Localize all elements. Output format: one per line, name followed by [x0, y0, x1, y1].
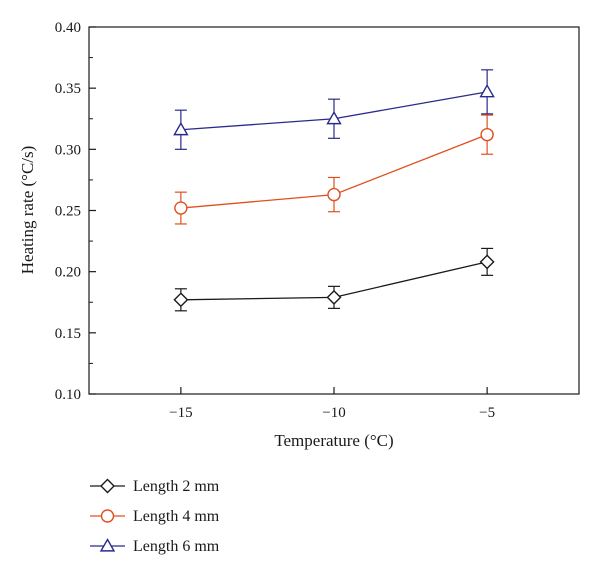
- legend-marker-icon: [100, 478, 115, 494]
- y-tick-label: 0.40: [55, 20, 81, 36]
- data-point: [327, 187, 341, 202]
- series-layer: [173, 69, 495, 312]
- legend-marker-icon: [100, 509, 115, 523]
- y-axis-title: Heating rate (°C/s): [18, 146, 37, 275]
- x-axis-title: Temperature (°C): [274, 431, 393, 450]
- y-tick-label: 0.25: [55, 204, 81, 220]
- x-tick-label: −15: [169, 405, 192, 421]
- data-point: [326, 110, 342, 125]
- x-axis: −15 −10 −5: [169, 387, 495, 421]
- data-point: [479, 83, 495, 98]
- x-tick-label: −5: [479, 405, 495, 421]
- y-tick-label: 0.10: [55, 387, 81, 403]
- legend: Length 2 mm Length 4 mm Length 6 mm: [90, 478, 220, 555]
- legend-marker-icon: [99, 538, 116, 552]
- y-tick-label: 0.30: [55, 142, 81, 158]
- legend-label: Length 6 mm: [133, 538, 220, 555]
- legend-item: Length 2 mm: [90, 478, 220, 495]
- x-tick-label: −10: [322, 405, 345, 421]
- y-tick-label: 0.15: [55, 326, 81, 342]
- series-length-2-mm: [173, 247, 495, 312]
- y-tick-label: 0.20: [55, 265, 81, 281]
- data-point: [173, 292, 189, 308]
- series-length-4-mm: [174, 114, 494, 225]
- y-axis: 0.10 0.15 0.20 0.25 0.30 0.35 0.40: [55, 20, 96, 403]
- legend-label: Length 2 mm: [133, 478, 220, 495]
- data-point: [173, 121, 189, 136]
- data-point: [480, 127, 494, 142]
- y-tick-label: 0.35: [55, 81, 81, 97]
- legend-item: Length 6 mm: [90, 538, 220, 555]
- data-point: [174, 201, 188, 215]
- series-length-6-mm: [173, 69, 495, 150]
- legend-item: Length 4 mm: [90, 508, 220, 525]
- data-point: [479, 254, 495, 270]
- legend-label: Length 4 mm: [133, 508, 220, 525]
- data-point: [326, 289, 342, 305]
